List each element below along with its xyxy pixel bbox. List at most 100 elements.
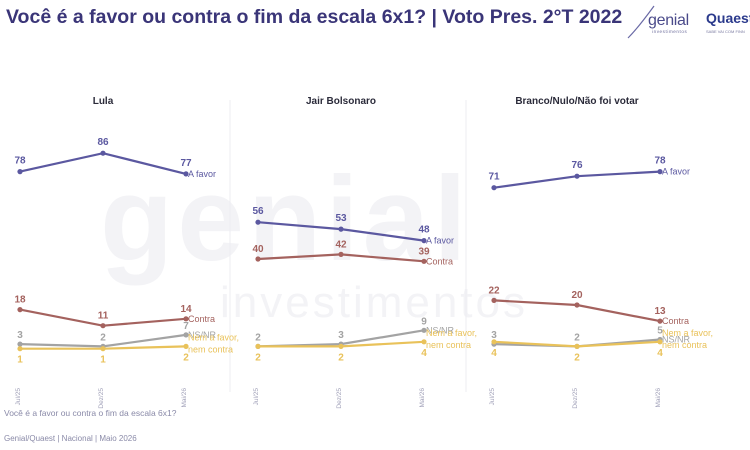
x-tick-label: Jul/25 — [15, 388, 22, 406]
data-label-contra: 18 — [14, 295, 26, 306]
data-label-nsnr: 5 — [657, 326, 663, 337]
chart-title: Você é a favor ou contra o fim da escala… — [6, 6, 623, 28]
background-watermark: genial investimentos — [100, 150, 620, 350]
genial-logo-sub: investimentos — [652, 29, 688, 34]
data-point-contra — [421, 258, 427, 264]
data-label-nem: 2 — [574, 352, 580, 363]
series-name-favor: A favor — [426, 236, 454, 246]
x-tick-label: Dez/25 — [98, 388, 105, 409]
data-point-contra — [17, 307, 23, 313]
data-label-favor: 78 — [14, 156, 26, 167]
data-label-contra: 11 — [98, 311, 109, 322]
series-name-nem: nem contra — [662, 340, 707, 350]
watermark-sub: investimentos — [220, 278, 529, 327]
data-label-contra: 40 — [252, 244, 264, 255]
data-label-contra: 20 — [571, 290, 583, 301]
data-point-favor — [338, 226, 344, 232]
data-label-nem: 2 — [255, 352, 261, 363]
data-point-contra — [100, 323, 106, 329]
data-label-nsnr: 9 — [421, 316, 427, 327]
data-label-contra: 14 — [180, 304, 192, 315]
data-point-nem — [574, 343, 580, 349]
data-point-favor — [183, 171, 189, 177]
data-label-nem: 4 — [657, 348, 663, 359]
data-label-favor: 53 — [335, 213, 347, 224]
genial-logo: genial — [648, 12, 689, 29]
x-tick-label: Dez/25 — [336, 388, 343, 409]
x-tick-label: Mai/26 — [181, 388, 188, 408]
data-point-contra — [657, 318, 663, 324]
data-point-contra — [255, 256, 261, 262]
data-point-contra — [491, 297, 497, 303]
data-point-nsnr — [421, 327, 427, 333]
data-label-contra: 39 — [418, 246, 430, 257]
data-label-nsnr: 7 — [183, 321, 189, 332]
data-label-nem: 4 — [421, 348, 427, 359]
data-label-favor: 48 — [418, 225, 430, 236]
series-name-nem: nem contra — [188, 344, 233, 354]
panel-title: Branco/Nulo/Não foi votar — [515, 96, 638, 107]
footnote-question: Você é a favor ou contra o fim da escala… — [4, 408, 177, 418]
data-point-nem — [338, 343, 344, 349]
data-label-nem: 1 — [17, 355, 23, 366]
quaest-logo-sub: SABE VAI COM FINN — [706, 29, 745, 34]
series-name-contra: Contra — [426, 256, 453, 266]
data-label-nsnr: 3 — [491, 330, 497, 341]
data-label-nem: 2 — [183, 352, 189, 363]
series-name-nsnr: NS/NR — [188, 330, 217, 340]
genial-swoosh-icon — [627, 5, 655, 39]
panel-title: Jair Bolsonaro — [306, 96, 376, 107]
data-point-nem — [657, 339, 663, 345]
data-point-favor — [491, 185, 497, 191]
x-tick-label: Dez/25 — [572, 388, 579, 409]
series-name-favor: A favor — [662, 167, 690, 177]
series-name-nsnr: NS/NR — [662, 335, 691, 345]
data-point-contra — [183, 316, 189, 322]
data-label-favor: 77 — [180, 158, 192, 169]
series-line-favor — [19, 152, 187, 175]
series-name-contra: Contra — [662, 316, 689, 326]
series-name-nem: nem contra — [426, 340, 471, 350]
data-point-nsnr — [17, 341, 23, 347]
data-label-contra: 42 — [335, 239, 347, 250]
data-point-nsnr — [183, 332, 189, 338]
x-tick-label: Mai/26 — [655, 388, 662, 408]
series-name-nem: Nem a favor, — [426, 328, 477, 338]
series-name-favor: A favor — [188, 169, 216, 179]
data-label-nsnr: 2 — [100, 332, 106, 343]
data-label-contra: 22 — [488, 285, 500, 296]
data-point-favor — [574, 173, 580, 179]
data-point-contra — [574, 302, 580, 308]
series-name-contra: Contra — [188, 314, 215, 324]
series-name-nsnr: NS/NR — [426, 325, 455, 335]
brand-logos: genial investimentos Quaest SABE VAI COM… — [626, 2, 750, 42]
data-point-favor — [421, 238, 427, 244]
x-tick-label: Jul/25 — [489, 388, 496, 406]
series-name-nem: Nem a favor, — [662, 328, 713, 338]
quaest-logo: Quaest — [706, 10, 750, 26]
data-point-favor — [100, 150, 106, 156]
data-label-nem: 2 — [338, 352, 344, 363]
data-point-nem — [100, 346, 106, 352]
data-label-favor: 78 — [654, 156, 666, 167]
data-label-nsnr: 3 — [338, 330, 344, 341]
data-label-nsnr: 2 — [255, 332, 261, 343]
data-point-favor — [657, 169, 663, 175]
data-point-nem — [255, 343, 261, 349]
data-point-contra — [338, 251, 344, 257]
data-label-favor: 56 — [252, 206, 264, 217]
data-label-nsnr: 2 — [574, 332, 580, 343]
series-name-nem: Nem a favor, — [188, 332, 239, 342]
data-label-nem: 4 — [491, 348, 497, 359]
data-label-contra: 13 — [654, 306, 666, 317]
data-point-favor — [255, 219, 261, 225]
data-point-nem — [421, 339, 427, 345]
data-label-nsnr: 3 — [17, 330, 23, 341]
source-note: Genial/Quaest | Nacional | Maio 2026 — [4, 434, 137, 443]
data-point-favor — [17, 169, 23, 175]
panel-title: Lula — [93, 96, 114, 107]
data-point-nem — [183, 343, 189, 349]
watermark-word: genial — [100, 152, 471, 286]
data-point-nem — [17, 346, 23, 352]
